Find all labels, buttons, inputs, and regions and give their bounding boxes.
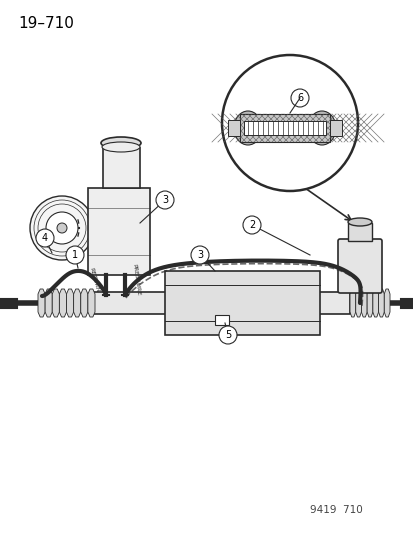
- Polygon shape: [59, 289, 66, 317]
- Circle shape: [46, 212, 78, 244]
- Circle shape: [242, 216, 260, 234]
- Text: 19–710: 19–710: [18, 16, 74, 31]
- Text: PRESSURE: PRESSURE: [131, 264, 140, 296]
- Polygon shape: [361, 289, 366, 317]
- Ellipse shape: [307, 111, 335, 145]
- Circle shape: [57, 223, 67, 233]
- Polygon shape: [377, 289, 383, 317]
- Text: RETURN: RETURN: [88, 267, 100, 293]
- FancyBboxPatch shape: [90, 292, 349, 314]
- Circle shape: [221, 55, 357, 191]
- FancyBboxPatch shape: [88, 188, 150, 275]
- Polygon shape: [38, 289, 45, 317]
- Text: 9419  710: 9419 710: [309, 505, 362, 515]
- Circle shape: [218, 326, 236, 344]
- FancyBboxPatch shape: [228, 120, 240, 136]
- Text: 3: 3: [161, 195, 168, 205]
- Circle shape: [30, 196, 94, 260]
- Text: 6: 6: [296, 93, 302, 103]
- FancyBboxPatch shape: [214, 315, 228, 325]
- Ellipse shape: [102, 142, 140, 152]
- Polygon shape: [52, 289, 59, 317]
- FancyBboxPatch shape: [243, 121, 325, 135]
- Ellipse shape: [347, 218, 371, 226]
- Circle shape: [290, 89, 308, 107]
- Polygon shape: [349, 289, 355, 317]
- Polygon shape: [372, 289, 377, 317]
- Text: 3: 3: [197, 250, 202, 260]
- FancyBboxPatch shape: [337, 239, 381, 293]
- Polygon shape: [366, 289, 372, 317]
- Polygon shape: [66, 289, 74, 317]
- Text: 4: 4: [42, 233, 48, 243]
- Polygon shape: [355, 289, 361, 317]
- Polygon shape: [81, 289, 88, 317]
- FancyBboxPatch shape: [347, 223, 371, 241]
- Polygon shape: [383, 289, 389, 317]
- Text: 5: 5: [224, 330, 230, 340]
- Polygon shape: [88, 289, 95, 317]
- FancyBboxPatch shape: [329, 120, 341, 136]
- Circle shape: [36, 229, 54, 247]
- Text: 2: 2: [248, 220, 254, 230]
- Circle shape: [66, 246, 84, 264]
- FancyBboxPatch shape: [165, 271, 319, 335]
- Ellipse shape: [233, 111, 261, 145]
- Ellipse shape: [101, 137, 141, 149]
- Polygon shape: [74, 289, 81, 317]
- Circle shape: [156, 191, 173, 209]
- Text: 1: 1: [72, 250, 78, 260]
- Circle shape: [190, 246, 209, 264]
- Polygon shape: [45, 289, 52, 317]
- FancyBboxPatch shape: [103, 148, 140, 188]
- FancyBboxPatch shape: [240, 114, 329, 142]
